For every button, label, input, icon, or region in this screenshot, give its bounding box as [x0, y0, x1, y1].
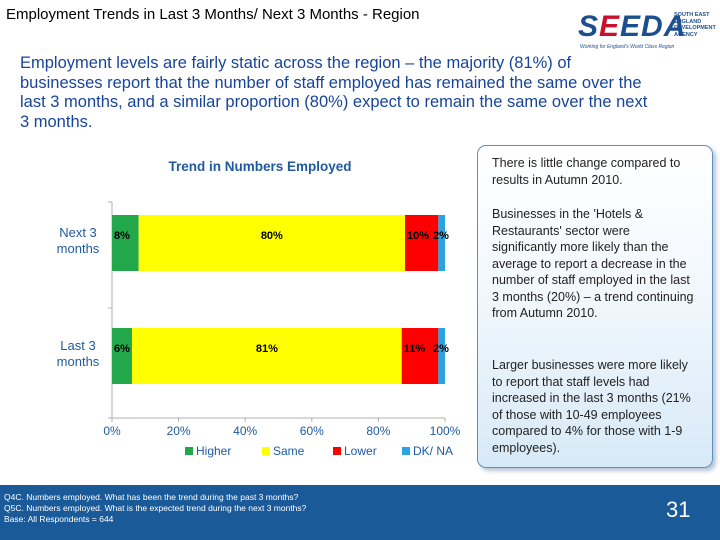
x-tick-label-0: 0% [103, 424, 121, 438]
footer-notes: Q4C. Numbers employed. What has been the… [4, 492, 306, 525]
data-label-same-0: 80% [261, 230, 283, 242]
bar-dk-na-1 [438, 328, 445, 384]
logo-side-text: SOUTH EAST ENGLAND DEVELOPMENT AGENCY [674, 12, 716, 38]
logo-tagline: Working for England's World Class Region [580, 44, 675, 50]
seeda-logo: SEEDA SOUTH EAST ENGLAND DEVELOPMENT AGE… [578, 8, 716, 52]
legend-label-3: DK/ NA [413, 444, 453, 458]
data-label-higher-0: 8% [114, 230, 130, 242]
data-label-dkna-1: 2% [433, 343, 449, 355]
legend-label-1: Same [273, 444, 305, 458]
x-tick-label-4: 80% [366, 424, 390, 438]
page-title: Employment Trends in Last 3 Months/ Next… [6, 6, 420, 23]
legend-label-0: Higher [196, 444, 231, 458]
bar-dk-na-0 [438, 215, 445, 271]
legend-swatch-0 [185, 447, 193, 455]
data-label-lower-0: 10% [407, 230, 429, 242]
logo-wordmark-tail: EDA [620, 10, 687, 43]
bar-higher-1 [112, 328, 132, 384]
bar-same-1 [131, 328, 402, 384]
category-label-1-1: months [57, 354, 100, 369]
footer-note-q5c: Q5C. Numbers employed. What is the expec… [4, 503, 307, 513]
footer-note-q4c: Q4C. Numbers employed. What has been the… [4, 492, 299, 502]
category-label-0-1: months [57, 241, 100, 256]
footer-note-base: Base: All Respondents = 644 [4, 514, 114, 524]
legend-label-2: Lower [344, 444, 377, 458]
data-label-lower-1: 11% [404, 343, 426, 355]
legend-swatch-3 [402, 447, 410, 455]
bar-same-0 [138, 215, 406, 271]
data-label-same-1: 81% [256, 343, 278, 355]
data-label-dkna-0: 2% [433, 230, 449, 242]
logo-wordmark: SEEDA [578, 10, 686, 44]
logo-wordmark-accent: E [599, 10, 621, 43]
x-tick-label-2: 40% [233, 424, 257, 438]
commentary-paragraph-1: There is little change compared to resul… [492, 156, 681, 187]
legend-swatch-1 [262, 447, 270, 455]
trend-chart: Trend in Numbers Employed 0% 20% 40% 60% 80% 1… [57, 159, 461, 458]
bar-lower-0 [405, 215, 439, 271]
logo-wordmark-rest: EEDA [599, 10, 686, 43]
x-tick-label-1: 20% [167, 424, 191, 438]
commentary-paragraph-3: Larger businesses were more likely to re… [492, 358, 691, 455]
category-label-1-0: Last 3 [60, 338, 95, 353]
x-tick-label-5: 100% [430, 424, 461, 438]
category-label-0-0: Next 3 [59, 225, 97, 240]
page-number: 31 [666, 497, 691, 522]
bar-higher-0 [112, 215, 139, 271]
chart-title: Trend in Numbers Employed [168, 159, 351, 174]
bar-lower-1 [401, 328, 439, 384]
legend-swatch-2 [333, 447, 341, 455]
footer-bar [0, 485, 720, 540]
x-tick-label-3: 60% [300, 424, 324, 438]
commentary-paragraph-2: Businesses in the 'Hotels & Restaurants'… [492, 207, 694, 320]
logo-wordmark-red: S [578, 10, 600, 43]
intro-paragraph: Employment levels are fairly static acro… [20, 54, 648, 131]
data-label-higher-1: 6% [114, 343, 130, 355]
commentary-box [477, 145, 713, 468]
